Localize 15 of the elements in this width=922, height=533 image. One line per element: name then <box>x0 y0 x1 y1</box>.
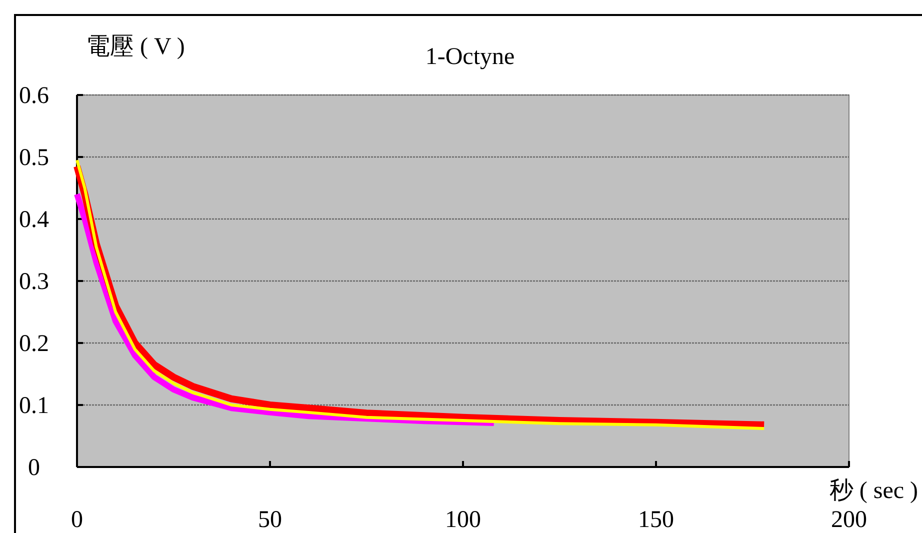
y-tick-label: 0.1 <box>19 393 49 419</box>
x-tick-label: 100 <box>445 507 481 533</box>
x-tick-label: 0 <box>71 507 83 533</box>
y-axis-title: 電壓 ( V ) <box>86 34 185 60</box>
y-tick-label: 0.4 <box>19 207 49 233</box>
x-axis-title: 秒 ( sec ) <box>829 478 918 504</box>
y-tick-label: 0.3 <box>19 269 49 295</box>
y-tick-label: 0.6 <box>19 83 49 109</box>
y-tick-label: 0.5 <box>19 145 49 171</box>
x-tick-label: 150 <box>638 507 674 533</box>
x-tick-label: 200 <box>831 507 867 533</box>
chart-title: 1-Octyne <box>425 44 515 70</box>
y-tick-label: 0 <box>28 455 40 481</box>
x-tick-label: 50 <box>258 507 282 533</box>
y-tick-label: 0.2 <box>19 331 49 357</box>
